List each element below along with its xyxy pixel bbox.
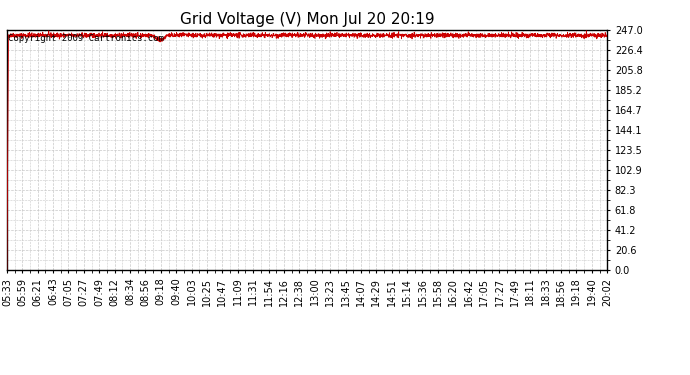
Text: Copyright 2009 Cartronics.com: Copyright 2009 Cartronics.com bbox=[8, 34, 164, 43]
Title: Grid Voltage (V) Mon Jul 20 20:19: Grid Voltage (V) Mon Jul 20 20:19 bbox=[179, 12, 435, 27]
